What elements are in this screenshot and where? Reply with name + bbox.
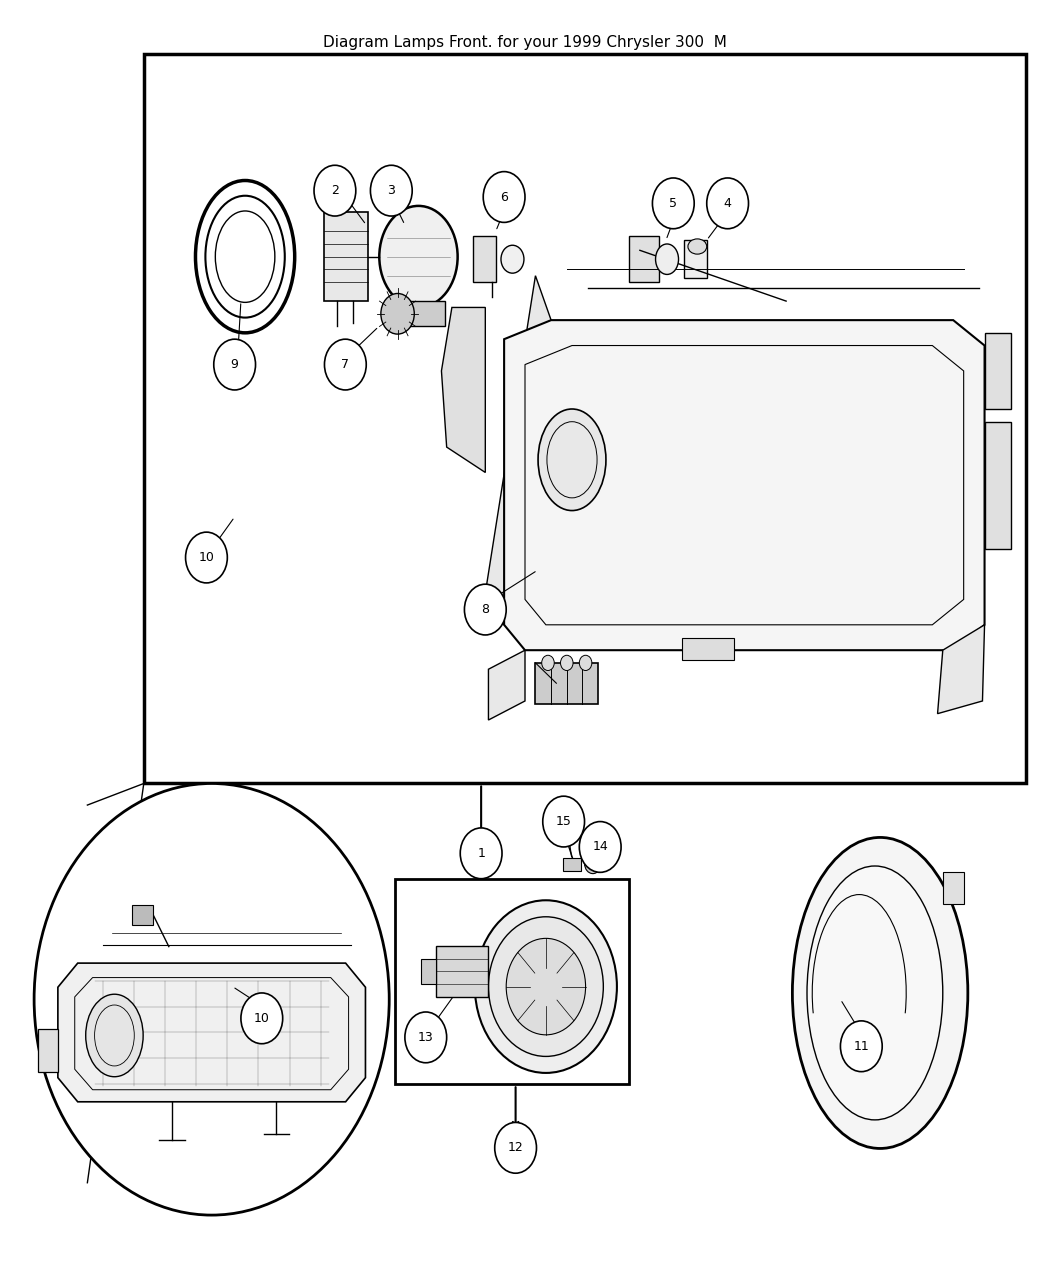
Text: 3: 3 <box>387 184 395 198</box>
Polygon shape <box>441 307 485 473</box>
Circle shape <box>460 827 502 878</box>
Circle shape <box>405 1012 446 1063</box>
Bar <box>421 959 436 984</box>
Circle shape <box>506 938 586 1035</box>
Polygon shape <box>488 650 525 720</box>
Bar <box>324 212 369 301</box>
Text: Diagram Lamps Front. for your 1999 Chrysler 300  M: Diagram Lamps Front. for your 1999 Chrys… <box>323 34 727 50</box>
Circle shape <box>580 821 622 872</box>
Bar <box>985 422 1011 548</box>
Text: 4: 4 <box>723 196 732 210</box>
Text: 15: 15 <box>555 815 571 827</box>
Bar <box>436 946 488 997</box>
Text: 1: 1 <box>477 847 485 859</box>
Ellipse shape <box>501 245 524 273</box>
Ellipse shape <box>793 838 968 1149</box>
Circle shape <box>324 339 366 390</box>
Circle shape <box>371 166 413 215</box>
Bar <box>472 236 496 282</box>
Text: 13: 13 <box>418 1031 434 1044</box>
Text: 11: 11 <box>854 1039 869 1053</box>
Bar <box>681 638 734 660</box>
Bar <box>396 878 629 1084</box>
Text: 12: 12 <box>508 1141 524 1154</box>
Text: 7: 7 <box>341 358 350 371</box>
Circle shape <box>542 655 554 671</box>
Text: 14: 14 <box>592 840 608 853</box>
Text: 5: 5 <box>669 196 677 210</box>
Polygon shape <box>485 275 551 625</box>
Text: 6: 6 <box>500 190 508 204</box>
Ellipse shape <box>86 994 143 1076</box>
Polygon shape <box>938 625 985 714</box>
Ellipse shape <box>807 866 943 1119</box>
Polygon shape <box>38 1029 58 1072</box>
Circle shape <box>214 339 255 390</box>
Bar <box>943 872 964 904</box>
Text: 10: 10 <box>254 1012 270 1025</box>
Circle shape <box>186 532 228 583</box>
Circle shape <box>381 293 415 334</box>
Bar <box>144 54 1026 783</box>
Circle shape <box>495 1122 537 1173</box>
Text: 10: 10 <box>198 551 214 564</box>
Circle shape <box>34 783 390 1215</box>
Bar <box>985 333 1011 409</box>
Bar <box>398 301 444 326</box>
Circle shape <box>561 655 573 671</box>
Circle shape <box>543 796 585 847</box>
Circle shape <box>840 1021 882 1072</box>
Circle shape <box>240 993 282 1044</box>
Bar <box>132 905 153 926</box>
Ellipse shape <box>538 409 606 510</box>
Text: 2: 2 <box>331 184 339 198</box>
Bar <box>684 240 707 278</box>
Circle shape <box>483 172 525 222</box>
Ellipse shape <box>655 244 678 274</box>
Circle shape <box>475 900 617 1074</box>
Polygon shape <box>58 963 365 1102</box>
Text: 9: 9 <box>231 358 238 371</box>
Circle shape <box>488 917 604 1057</box>
Bar <box>629 236 658 282</box>
Circle shape <box>464 584 506 635</box>
Circle shape <box>652 179 694 228</box>
Polygon shape <box>504 320 985 650</box>
Bar <box>536 663 598 704</box>
Circle shape <box>580 655 592 671</box>
Circle shape <box>707 179 749 228</box>
Ellipse shape <box>379 205 458 307</box>
Circle shape <box>585 853 602 873</box>
Circle shape <box>314 166 356 215</box>
Ellipse shape <box>688 238 707 254</box>
Bar <box>563 858 582 871</box>
Text: 8: 8 <box>481 603 489 616</box>
